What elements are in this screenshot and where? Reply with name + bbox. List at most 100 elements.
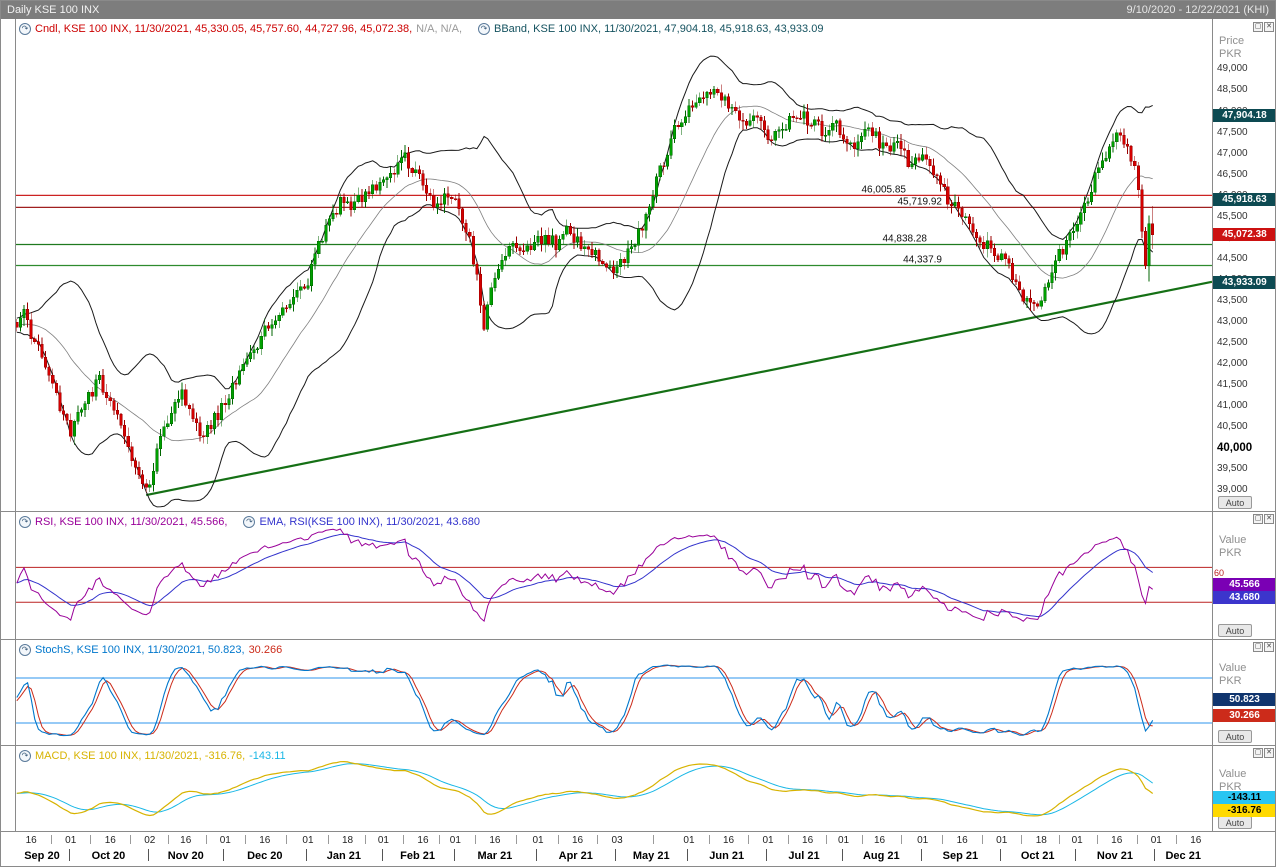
price-axis-tick: 42,500 [1217,336,1248,348]
x-axis-tick-separator [861,835,863,844]
x-axis-month-label: Feb 21 [400,850,436,862]
indicator-icon[interactable]: ↷ [478,23,490,35]
macd-auto-button[interactable]: Auto [1218,816,1252,829]
cndl-legend-na-text: N/A, N/A, [416,23,462,35]
x-axis-month-label: Jul 21 [788,850,820,862]
x-axis-day-label: 01 [996,835,1008,846]
x-axis-day-label: 16 [873,835,886,846]
price-axis-tick: 47,500 [1217,126,1248,138]
x-axis-month-label: Dec 20 [247,850,283,862]
x-axis-month-separator [841,849,843,861]
axis-value-badge: -316.76 [1213,804,1275,818]
x-axis-tick-separator [1136,835,1138,844]
x-axis-day-label: 16 [956,835,968,846]
x-axis-day-label: 16 [417,835,429,846]
rsi-level-label: 60 [1214,568,1225,578]
rsi-maximize-icon[interactable]: ▢ [1253,514,1263,524]
rsi-close-icon[interactable]: ✕ [1264,514,1274,524]
axis-value-badge: 50.823 [1213,693,1275,707]
svg-text:44,838.28: 44,838.28 [883,233,928,244]
x-axis-day-label: 16 [180,835,192,846]
stoch-axis-currency: PKR [1219,675,1242,687]
price-axis-tick: 43,000 [1217,315,1248,327]
x-axis-tick-separator [901,835,903,844]
x-axis-day-label: 18 [341,835,354,846]
bband-legend-text: BBand, KSE 100 INX, 11/30/2021, 47,904.1… [494,23,824,35]
cndl-legend-text: Cndl, KSE 100 INX, 11/30/2021, 45,330.05… [35,23,413,35]
title-bar[interactable]: Daily KSE 100 INX 9/10/2020 - 12/22/2021… [1,1,1275,19]
indicator-icon[interactable]: ↷ [19,516,31,528]
axis-value-badge: 47,904.18 [1213,109,1275,123]
x-axis-month-separator [766,849,768,861]
x-axis-day-label: 16 [722,835,735,846]
panel-divider[interactable] [1,511,1275,512]
price-axis-tick: 44,500 [1217,252,1248,264]
x-axis-day-label: 16 [1111,835,1123,846]
indicator-icon[interactable]: ↷ [19,23,31,35]
x-axis-tick-separator [1096,835,1098,844]
stoch-auto-button[interactable]: Auto [1218,730,1252,743]
window-title: Daily KSE 100 INX [7,4,100,16]
x-axis-day-label: 01 [837,835,850,846]
x-axis-month-separator [687,849,689,861]
x-axis-day-label: 01 [377,835,389,846]
axis-gutter-border[interactable] [1212,19,1213,831]
x-axis-tick-separator [597,835,599,844]
x-axis-month-separator [68,849,70,861]
axis-value-badge: 45.566 [1213,577,1275,591]
macd-axis-currency: PKR [1219,781,1242,793]
x-axis-day-label: 01 [219,835,231,846]
indicator-icon[interactable]: ↷ [19,644,31,656]
x-axis-month-separator [920,849,922,861]
date-range-label: 9/10/2020 - 12/22/2021 (KHI) [1126,4,1269,16]
macd-legend: ↷ MACD, KSE 100 INX, 11/30/2021, -316.76… [19,750,286,762]
legend-macd[interactable]: ↷ MACD, KSE 100 INX, 11/30/2021, -316.76… [19,750,286,762]
price-axis-tick: 39,000 [1217,483,1248,495]
x-axis-month-label: Jan 21 [326,850,362,862]
x-axis-day-label: 03 [611,835,623,846]
x-axis-tick-separator [942,835,944,844]
macd-maximize-icon[interactable]: ▢ [1253,748,1263,758]
legend-stoch[interactable]: ↷ StochS, KSE 100 INX, 11/30/2021, 50.82… [19,644,282,656]
macd-close-icon[interactable]: ✕ [1264,748,1274,758]
main-maximize-icon[interactable]: ▢ [1253,22,1263,32]
price-axis-tick: 46,500 [1217,168,1248,180]
legend-rsi[interactable]: ↷ RSI, KSE 100 INX, 11/30/2021, 45.566, [19,516,227,528]
x-axis-month-label: Apr 21 [558,850,593,862]
legend-rsi-ema[interactable]: ↷ EMA, RSI(KSE 100 INX), 11/30/2021, 43.… [243,516,480,528]
panel-divider[interactable] [1,639,1275,640]
x-axis-tick-separator [130,835,132,844]
macd-legend-text: MACD, KSE 100 INX, 11/30/2021, -316.76, [35,750,246,762]
x-axis-day-label: 01 [683,835,695,846]
x-axis-month-label: Oct 20 [91,850,126,862]
x-axis-tick-separator [90,835,92,844]
x-axis-tick-separator [365,835,367,844]
indicator-icon[interactable]: ↷ [243,516,256,528]
main-close-icon[interactable]: ✕ [1264,22,1274,32]
stoch-close-icon[interactable]: ✕ [1264,642,1274,652]
price-axis-tick: 47,000 [1217,147,1248,159]
x-axis-tick-separator [1059,835,1061,844]
price-axis-tick: 45,500 [1217,210,1248,222]
x-axis-day-label: 16 [259,835,271,846]
stoch-maximize-icon[interactable]: ▢ [1253,642,1263,652]
main-auto-button[interactable]: Auto [1218,496,1252,509]
x-axis-day-label: 01 [65,835,77,846]
rsi-auto-button[interactable]: Auto [1218,624,1252,637]
x-axis-month-label: Oct 21 [1020,850,1055,862]
x-axis-month-label: Sep 21 [942,850,979,862]
rsi-legend-text: RSI, KSE 100 INX, 11/30/2021, 45.566, [35,516,228,528]
x-axis-tick-separator [825,835,827,844]
legend-cndl[interactable]: ↷ Cndl, KSE 100 INX, 11/30/2021, 45,330.… [19,23,462,35]
legend-bband[interactable]: ↷ BBand, KSE 100 INX, 11/30/2021, 47,904… [478,23,823,35]
x-axis-month-separator [615,849,617,861]
panel-divider[interactable] [1,745,1275,746]
indicator-icon[interactable]: ↷ [19,750,31,762]
x-axis-tick-separator [167,835,169,844]
x-axis-month-label: Sep 20 [24,850,60,862]
panel-divider [1,831,1275,832]
x-axis-tick-separator [286,835,288,844]
x-axis-month-label: Mar 21 [477,850,513,862]
